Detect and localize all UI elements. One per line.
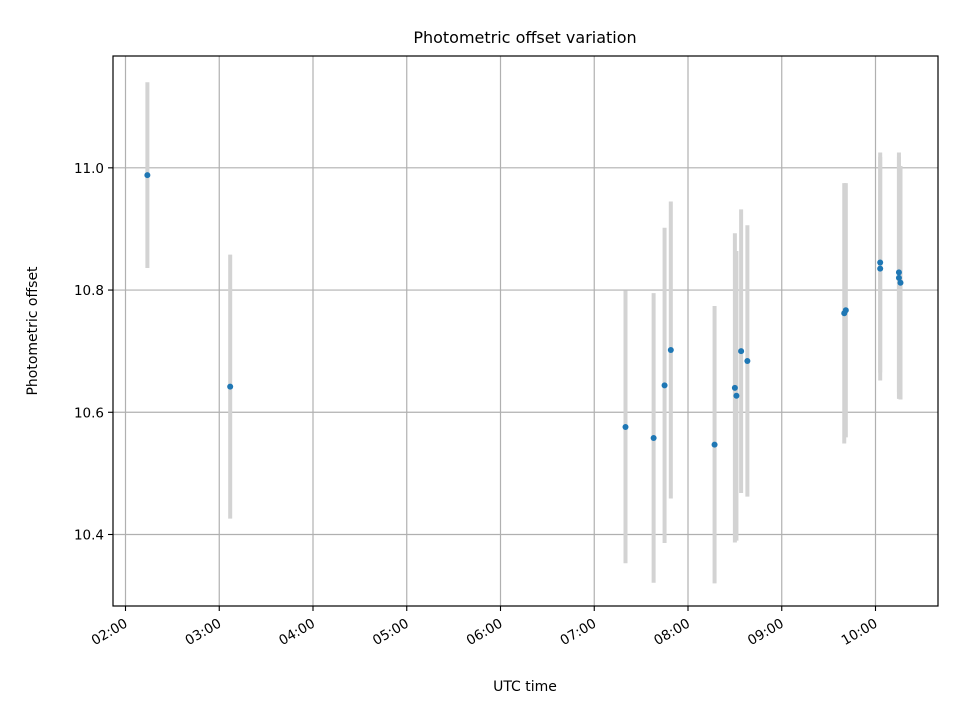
data-point — [733, 392, 740, 399]
data-point — [895, 274, 902, 281]
data-point — [895, 269, 902, 276]
plot-frame — [112, 55, 939, 607]
y-tick-label: 10.8 — [74, 283, 104, 299]
data-point — [738, 348, 745, 355]
data-point — [622, 423, 629, 430]
y-tick-label: 10.6 — [74, 405, 104, 421]
data-point — [711, 441, 718, 448]
data-point — [897, 279, 904, 286]
grid — [113, 56, 938, 606]
data-point — [650, 434, 657, 441]
y-axis-label: Photometric offset — [25, 266, 41, 396]
y-tick-label: 11.0 — [74, 161, 104, 177]
x-axis-label: UTC time — [493, 679, 557, 695]
chart-title: Photometric offset variation — [413, 28, 636, 47]
data-point — [731, 384, 738, 391]
y-tick-label: 10.4 — [74, 528, 104, 544]
data-point — [744, 357, 751, 364]
data-point — [661, 382, 668, 389]
data-point — [227, 383, 234, 390]
data-point — [667, 346, 674, 353]
data-point — [144, 172, 151, 179]
data-point — [842, 307, 849, 314]
data-points — [144, 172, 904, 448]
data-point — [877, 265, 884, 272]
data-point — [877, 259, 884, 266]
